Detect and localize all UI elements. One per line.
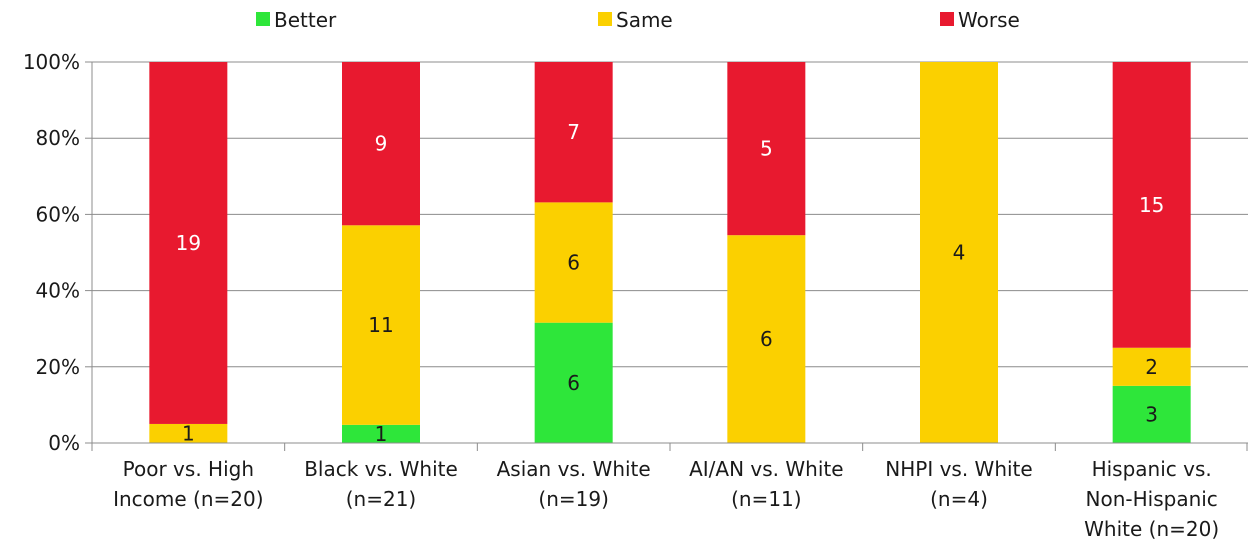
data-label: 2 [1145, 355, 1158, 379]
data-label: 1 [182, 421, 195, 445]
bar-segment-worse [727, 62, 806, 236]
gridlines [92, 61, 1248, 368]
legend-swatch-better [256, 12, 270, 26]
data-label: 6 [567, 251, 580, 275]
data-label: 15 [1139, 193, 1164, 217]
legend-swatch-worse [940, 12, 954, 26]
bar-segment-worse [342, 62, 420, 226]
legend-label-better: Better [274, 8, 337, 32]
bar-segment-same [920, 62, 998, 443]
bar-segment-better [1112, 385, 1191, 443]
bar-stack: 65 [727, 62, 806, 443]
x-category-label: Black vs. White (n=21) [304, 457, 458, 511]
bar-stack: 1 19 [149, 62, 228, 445]
data-label: 1 [375, 422, 388, 446]
bar-segment-worse [1112, 62, 1191, 348]
y-axis: 0% 20% 40% 60% 80% 100% [23, 50, 93, 455]
bar-segment-better [534, 322, 613, 443]
data-label: 6 [567, 371, 580, 395]
bar-segment-worse [534, 62, 613, 203]
data-label: 9 [375, 132, 388, 156]
data-label: 19 [176, 231, 201, 255]
y-tick-label: 20% [36, 355, 80, 379]
data-label: 3 [1145, 402, 1158, 426]
bar-segment-same [727, 235, 806, 443]
y-tick-label: 60% [36, 202, 80, 226]
bar-stack: 4 [920, 62, 998, 443]
legend: Better Same Worse [256, 8, 1020, 32]
bar-segment-worse [149, 62, 228, 424]
x-axis: Poor vs. High Income (n=20) Black vs. Whit… [91, 442, 1248, 541]
x-category-label: AI/AN vs. White (n=11) [689, 457, 843, 511]
data-label: 11 [368, 313, 393, 337]
legend-label-same: Same [616, 8, 673, 32]
bar-segment-same [149, 423, 228, 443]
x-category-label: Poor vs. High Income (n=20) [113, 457, 263, 511]
y-tick-label: 80% [36, 126, 80, 150]
bar-stack: 3 2 15 [1112, 62, 1191, 443]
data-label: 4 [953, 241, 966, 265]
x-category-label: Hispanic vs. Non-Hispanic White (n=20) [1084, 457, 1219, 541]
legend-label-worse: Worse [958, 8, 1020, 32]
x-category-label: Asian vs. White (n=19) [497, 457, 651, 511]
y-tick-label: 40% [36, 279, 80, 303]
data-label: 5 [760, 137, 773, 161]
y-tick-label: 0% [48, 431, 80, 455]
legend-swatch-same [598, 12, 612, 26]
x-category-label: NHPI vs. White (n=4) [885, 457, 1032, 511]
bar-segment-same [534, 202, 613, 323]
bar-segment-better [342, 424, 420, 443]
y-tick-label: 100% [23, 50, 80, 74]
data-label: 6 [760, 327, 773, 351]
bar-stack: 6 6 7 [534, 62, 613, 443]
bar-segment-same [342, 225, 420, 425]
bar-segment-same [1112, 347, 1191, 386]
data-label: 7 [567, 120, 580, 144]
